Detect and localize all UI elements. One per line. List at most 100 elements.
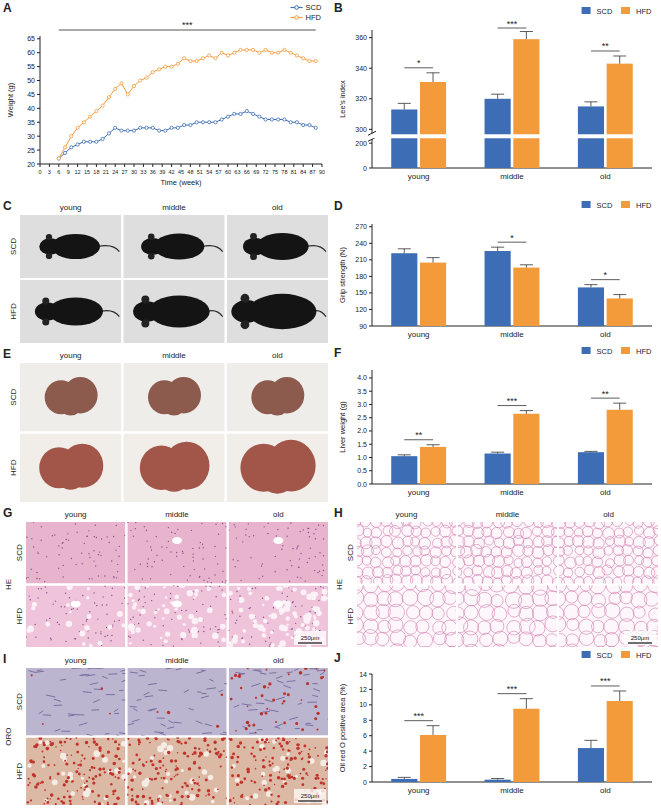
- streak: [294, 669, 298, 671]
- nucleus: [323, 555, 324, 556]
- vacuole: [61, 771, 65, 775]
- vacuole: [146, 586, 149, 588]
- nucleus: [84, 543, 85, 544]
- lipid: [59, 741, 62, 744]
- lipid: [316, 728, 318, 730]
- lipid: [288, 673, 290, 675]
- y-tick: [369, 457, 372, 458]
- nucleus: [117, 564, 118, 565]
- vacuole: [157, 608, 159, 610]
- streak: [119, 690, 124, 691]
- point: [195, 121, 198, 124]
- nucleus: [26, 577, 27, 578]
- lipid: [30, 799, 32, 801]
- nucleus: [107, 635, 108, 636]
- adipocyte: [606, 559, 615, 568]
- y-tick: [369, 143, 372, 144]
- vacuole: [150, 756, 154, 760]
- lipid: [176, 740, 179, 743]
- nucleus: [46, 619, 47, 620]
- nucleus: [170, 593, 171, 594]
- lipid: [197, 789, 200, 792]
- mouse-ear: [42, 297, 49, 304]
- adipocyte: [464, 568, 473, 577]
- nucleus: [282, 545, 283, 546]
- mouse-tail: [100, 311, 119, 317]
- lipid: [196, 782, 199, 785]
- y-tick-label: 4: [363, 748, 367, 755]
- adipocyte: [623, 527, 632, 536]
- significance: ***: [182, 20, 193, 30]
- error-bar: [491, 779, 504, 780]
- nucleus: [291, 565, 292, 566]
- vacuole: [257, 624, 264, 631]
- lipid: [101, 754, 104, 757]
- mouse-ear: [46, 234, 52, 240]
- lipid: [50, 793, 54, 797]
- lipid: [154, 738, 157, 740]
- lipid: [149, 797, 152, 800]
- point: [214, 121, 217, 124]
- nucleus: [224, 614, 225, 615]
- photo-bg: [123, 363, 224, 432]
- nucleus: [74, 638, 75, 639]
- error-bar: [427, 73, 440, 82]
- streak: [168, 721, 173, 724]
- x-tick-label: 45: [178, 169, 184, 175]
- nucleus: [173, 586, 174, 587]
- streak: [286, 672, 292, 673]
- nucleus: [93, 592, 94, 593]
- lipid: [98, 802, 101, 805]
- y-tick-label: 35: [27, 119, 35, 126]
- adipocyte: [592, 557, 603, 568]
- nucleus: [218, 641, 219, 642]
- image-cell: [123, 434, 224, 503]
- nucleus: [245, 528, 246, 529]
- adipocyte: [373, 577, 382, 584]
- error-stem: [497, 247, 498, 251]
- adipocyte: [441, 574, 452, 583]
- lipid: [118, 767, 121, 770]
- lipid: [102, 767, 105, 770]
- adipocyte: [511, 522, 522, 527]
- x-tick: [209, 164, 210, 167]
- nucleus: [168, 541, 169, 542]
- x-tick: [199, 164, 200, 167]
- vacuole: [31, 606, 35, 610]
- y-tick-label: 0: [363, 165, 367, 172]
- vacuole: [221, 593, 226, 598]
- lipid: [43, 803, 45, 805]
- vacuole: [63, 758, 67, 762]
- legend-item: HFD: [291, 13, 322, 22]
- adipocyte: [482, 576, 492, 583]
- lipid: [107, 738, 110, 741]
- lipid: [110, 783, 112, 785]
- nucleus: [317, 572, 318, 573]
- x-tick: [322, 164, 323, 167]
- vacuole: [301, 589, 307, 595]
- lipid: [93, 738, 95, 740]
- y-tick-label: 6: [363, 732, 367, 739]
- adipocyte: [635, 556, 644, 565]
- x-tick: [218, 164, 219, 167]
- nucleus: [113, 577, 114, 578]
- x-tick-label: 78: [281, 169, 287, 175]
- adipocyte: [410, 574, 422, 583]
- x-tick-label: old: [600, 172, 611, 181]
- point: [251, 48, 254, 51]
- x-tick-label: middle: [500, 488, 524, 497]
- point: [164, 129, 167, 132]
- nucleus: [233, 524, 234, 525]
- adipocyte: [370, 557, 381, 568]
- bar: [607, 298, 633, 326]
- streak: [60, 679, 66, 681]
- nucleus: [183, 566, 184, 567]
- legend-swatch: [621, 347, 630, 354]
- x-tick: [124, 164, 125, 167]
- lipid: [275, 721, 277, 723]
- nucleus: [207, 581, 208, 582]
- adipocyte: [449, 535, 456, 547]
- x-tick-label: young: [408, 786, 430, 795]
- nucleus: [214, 546, 215, 547]
- lipid: [118, 771, 121, 774]
